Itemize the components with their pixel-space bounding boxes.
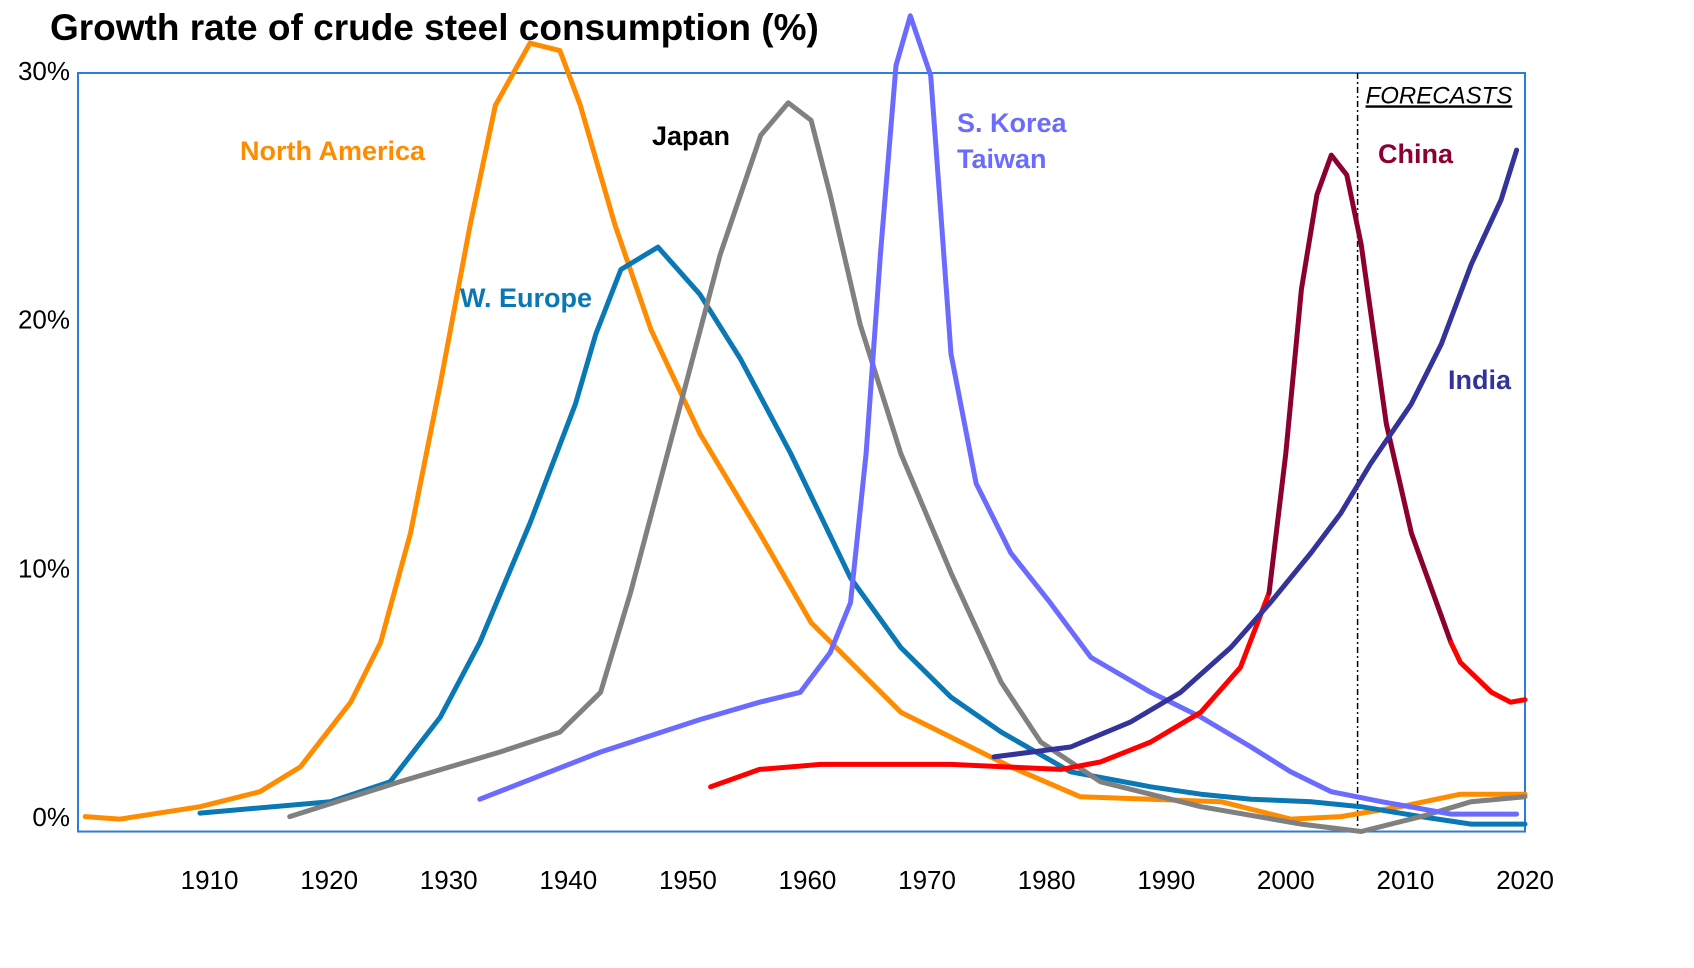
y-tick-label: 30% [18,56,70,86]
x-tick-label: 1990 [1137,865,1195,895]
plot-frame [77,72,1526,833]
x-tick-label: 2010 [1376,865,1434,895]
series-line [1448,640,1528,705]
x-tick-label: 1930 [420,865,478,895]
y-tick-label: 10% [18,553,70,583]
series-label: Taiwan [957,144,1047,174]
chart-title: Growth rate of crude steel consumption (… [50,7,819,48]
series-label: China [1378,139,1454,169]
series-line [82,40,1528,822]
forecast-label: FORECASTS [1366,82,1513,109]
x-tick-label: 1960 [779,865,837,895]
series-line [708,590,1272,790]
series-line [991,147,1520,760]
x-tick-label: 2020 [1496,865,1554,895]
x-tick-label: 1940 [539,865,597,895]
x-tick-label: 1970 [898,865,956,895]
series-label: W. Europe [460,283,592,313]
series-label: Japan [652,121,730,151]
x-tick-label: 1920 [300,865,358,895]
series-line [1266,152,1454,645]
series-line [287,100,1528,834]
series-line [197,244,1528,827]
x-tick-label: 1980 [1018,865,1076,895]
series-line [477,13,1520,817]
y-tick-label: 20% [18,305,70,335]
series-label: India [1448,365,1512,395]
x-tick-label: 1910 [181,865,239,895]
series-label: North America [240,136,426,166]
x-tick-label: 2000 [1257,865,1315,895]
series-label: S. Korea [957,108,1068,138]
x-tick-label: 1950 [659,865,717,895]
y-tick-label: 0% [32,802,70,832]
